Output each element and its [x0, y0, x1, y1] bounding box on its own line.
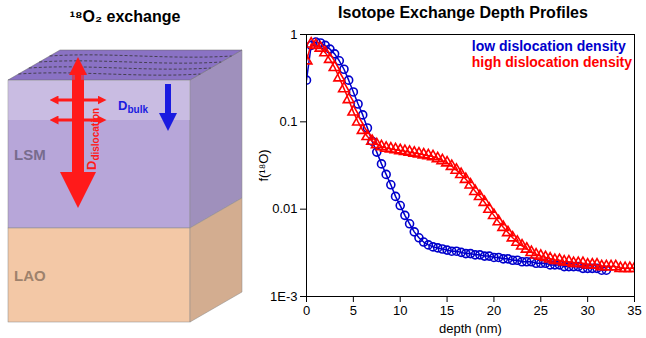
svg-text:f(¹⁸O): f(¹⁸O) [256, 149, 271, 181]
svg-text:20: 20 [487, 303, 501, 318]
svg-text:depth (nm): depth (nm) [439, 321, 502, 336]
svg-text:0.1: 0.1 [279, 114, 297, 129]
svg-text:30: 30 [580, 303, 594, 318]
svg-text:0: 0 [303, 303, 310, 318]
svg-text:LAO: LAO [14, 267, 46, 284]
html-text:high dislocation density: high dislocation density [471, 54, 632, 70]
svg-text:¹⁸O₂ exchange: ¹⁸O₂ exchange [70, 8, 181, 25]
svg-text:25: 25 [534, 303, 548, 318]
svg-text:10: 10 [393, 303, 407, 318]
svg-text:Ddislocation: Ddislocation [84, 108, 101, 170]
svg-text:35: 35 [627, 303, 641, 318]
html-text:low dislocation density: low dislocation density [471, 38, 626, 54]
svg-text:5: 5 [350, 303, 357, 318]
svg-text:1: 1 [290, 27, 297, 42]
svg-text:1E-3: 1E-3 [270, 289, 297, 304]
svg-text:0.01: 0.01 [272, 201, 297, 216]
svg-text:LSM: LSM [14, 146, 46, 163]
html-text:Isotope Exchange Depth Profile: Isotope Exchange Depth Profiles [338, 4, 588, 21]
svg-text:Dbulk: Dbulk [118, 98, 148, 115]
svg-text:15: 15 [440, 303, 454, 318]
